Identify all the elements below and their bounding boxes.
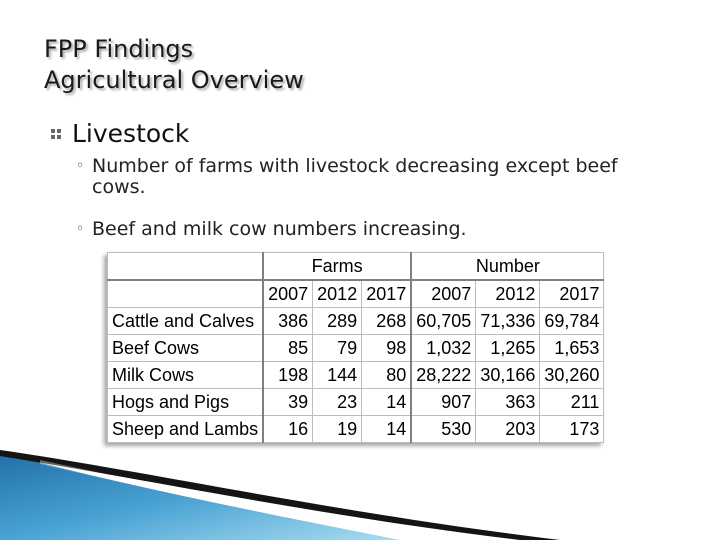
circle-bullet-icon: ◦ (76, 221, 85, 237)
bullet-livestock: Livestock (50, 118, 189, 150)
table-cell: 530 (410, 415, 477, 443)
livestock-table: Farms Number 2007 2012 2017 2007 2012 20… (107, 252, 605, 443)
table-row: Beef Cows 85 79 98 1,032 1,265 1,653 (107, 334, 605, 362)
table-row: Cattle and Calves 386 289 268 60,705 71,… (107, 307, 605, 335)
bullet-label: Livestock (72, 119, 190, 148)
subpoint-text: Beef and milk cow numbers increasing. (92, 218, 467, 240)
table-cell: 80 (361, 361, 413, 389)
table-cell: 71,336 (475, 307, 541, 335)
table-cell: 69,784 (539, 307, 605, 335)
subpoint-cow-numbers-increasing: ◦ Beef and milk cow numbers increasing. (76, 219, 676, 240)
year-header: 2012 (475, 279, 541, 308)
table-cell: 1,653 (539, 334, 605, 362)
table-cell: 907 (410, 388, 477, 416)
group-header-farms: Farms (262, 252, 413, 281)
table-cell: 386 (262, 307, 314, 335)
row-label: Cattle and Calves (107, 307, 265, 335)
title-line-1: FPP Findings (44, 35, 194, 63)
table-cell: 16 (262, 415, 314, 443)
subpoint-text: Number of farms with livestock decreasin… (92, 155, 618, 198)
page-title: FPP Findings Agricultural Overview (44, 34, 304, 96)
table-cell: 14 (361, 388, 413, 416)
row-label: Beef Cows (107, 334, 265, 362)
table-cell: 85 (262, 334, 314, 362)
row-label: Milk Cows (107, 361, 265, 389)
table-cell: 60,705 (410, 307, 477, 335)
table-cell: 203 (475, 415, 541, 443)
table-cell: 30,166 (475, 361, 541, 389)
table-row: Sheep and Lambs 16 19 14 530 203 173 (107, 415, 605, 443)
table-row: Milk Cows 198 144 80 28,222 30,166 30,26… (107, 361, 605, 389)
year-header: 2017 (361, 279, 413, 308)
table-cell: 289 (312, 307, 363, 335)
table-cell: 363 (475, 388, 541, 416)
table-cell: 30,260 (539, 361, 605, 389)
table-cell: 23 (312, 388, 363, 416)
table-cell: 39 (262, 388, 314, 416)
table-cell: 98 (361, 334, 413, 362)
table-cell: 211 (539, 388, 605, 416)
livestock-data-table: Farms Number 2007 2012 2017 2007 2012 20… (107, 252, 605, 443)
table-cell: 198 (262, 361, 314, 389)
table-year-header-row: 2007 2012 2017 2007 2012 2017 (107, 279, 605, 308)
table-cell: 144 (312, 361, 363, 389)
table-cell: 1,032 (410, 334, 477, 362)
row-label: Hogs and Pigs (107, 388, 265, 416)
table-cell: 14 (361, 415, 413, 443)
table-cell: 173 (539, 415, 605, 443)
year-header: 2012 (312, 279, 363, 308)
table-cell: 268 (361, 307, 413, 335)
decorative-swoosh (0, 450, 560, 540)
table-cell: 28,222 (410, 361, 477, 389)
table-cell: 19 (312, 415, 363, 443)
title-line-2: Agricultural Overview (44, 66, 304, 94)
table-row: Hogs and Pigs 39 23 14 907 363 211 (107, 388, 605, 416)
table-group-header-row: Farms Number (107, 252, 605, 281)
row-label: Sheep and Lambs (107, 415, 265, 443)
year-header: 2007 (262, 279, 314, 308)
year-header: 2017 (539, 279, 605, 308)
table-corner-cell (107, 252, 265, 281)
subpoint-farms-decreasing: ◦ Number of farms with livestock decreas… (76, 156, 676, 198)
table-cell: 1,265 (475, 334, 541, 362)
square-bullet-icon (50, 128, 62, 140)
group-header-number: Number (410, 252, 605, 281)
table-cell: 79 (312, 334, 363, 362)
table-corner-cell (107, 279, 265, 308)
circle-bullet-icon: ◦ (76, 158, 85, 174)
year-header: 2007 (410, 279, 477, 308)
